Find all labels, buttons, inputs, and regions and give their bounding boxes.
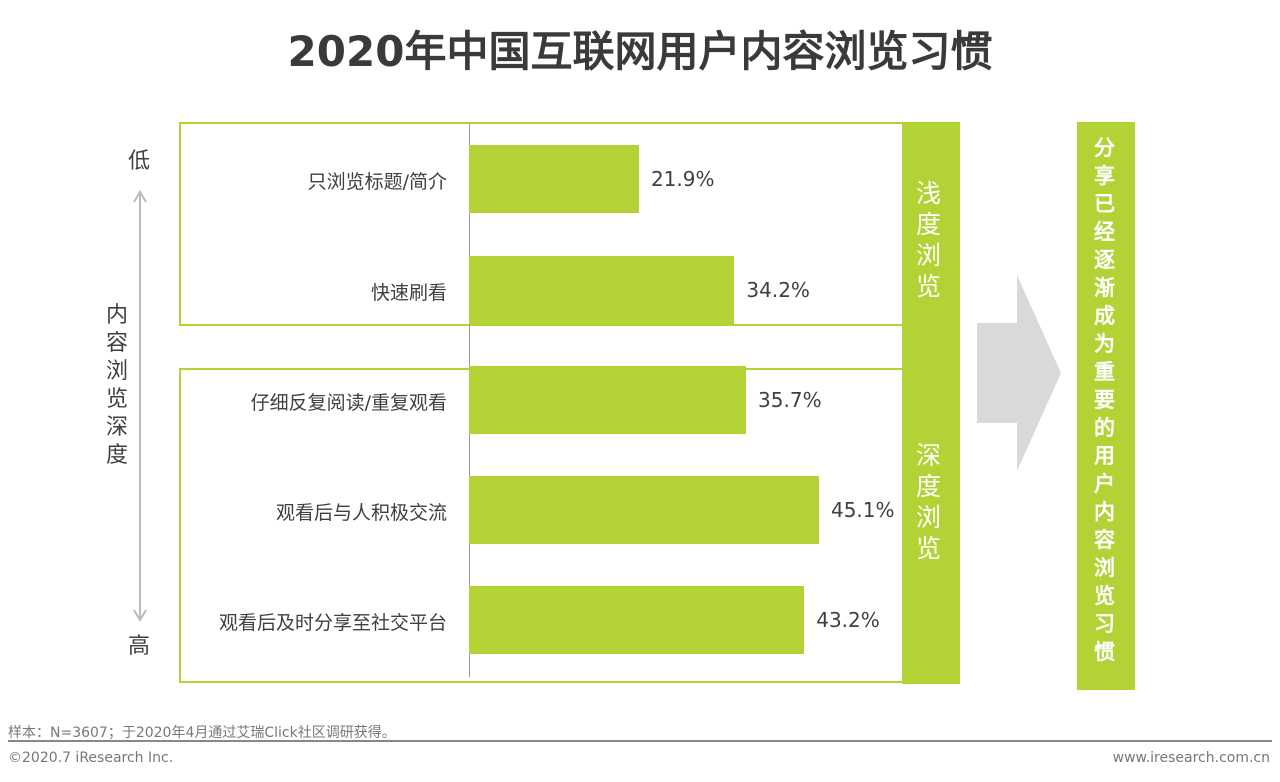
axis-high-label: 高 (128, 634, 151, 659)
group-divider (179, 324, 902, 370)
group-shallow-text: 浅度浏览 (916, 179, 942, 301)
category-label: 仔细反复阅读/重复观看 (250, 392, 447, 414)
category-label: 观看后与人积极交流 (275, 502, 447, 524)
category-label: 观看后及时分享至社交平台 (218, 612, 447, 634)
value-label: 21.9% (650, 167, 715, 191)
right-arrow-icon (977, 275, 1061, 471)
copyright: ©2020.7 iResearch Inc. (8, 750, 174, 766)
value-label: 43.2% (816, 608, 880, 632)
bar (469, 586, 805, 654)
bar (469, 145, 639, 213)
axis-low-label: 低 (128, 149, 151, 174)
conclusion-box (1077, 122, 1135, 690)
double-arrow-icon (133, 190, 147, 622)
conclusion-text: 分享已经逐渐成为重要的用户内容浏览习惯 (1094, 136, 1115, 664)
footer-divider (8, 740, 1272, 742)
source-url[interactable]: www.iresearch.com.cn (1112, 750, 1270, 766)
group-deep-text: 深度浏览 (916, 441, 942, 563)
axis-title: 内容浏览深度 (104, 302, 130, 470)
page-title: 2020年中国互联网用户内容浏览习惯 (287, 27, 993, 76)
value-label: 34.2% (746, 278, 810, 302)
bar (469, 476, 819, 544)
value-label: 35.7% (758, 388, 822, 412)
value-label: 45.1% (830, 498, 895, 522)
bar (469, 256, 735, 324)
group-shallow-label (902, 122, 960, 684)
category-label: 只浏览标题/简介 (307, 171, 447, 193)
category-label: 快速刷看 (370, 282, 447, 304)
sample-note: 样本：N=3607；于2020年4月通过艾瑞Click社区调研获得。 (8, 725, 396, 741)
bar (469, 366, 747, 434)
